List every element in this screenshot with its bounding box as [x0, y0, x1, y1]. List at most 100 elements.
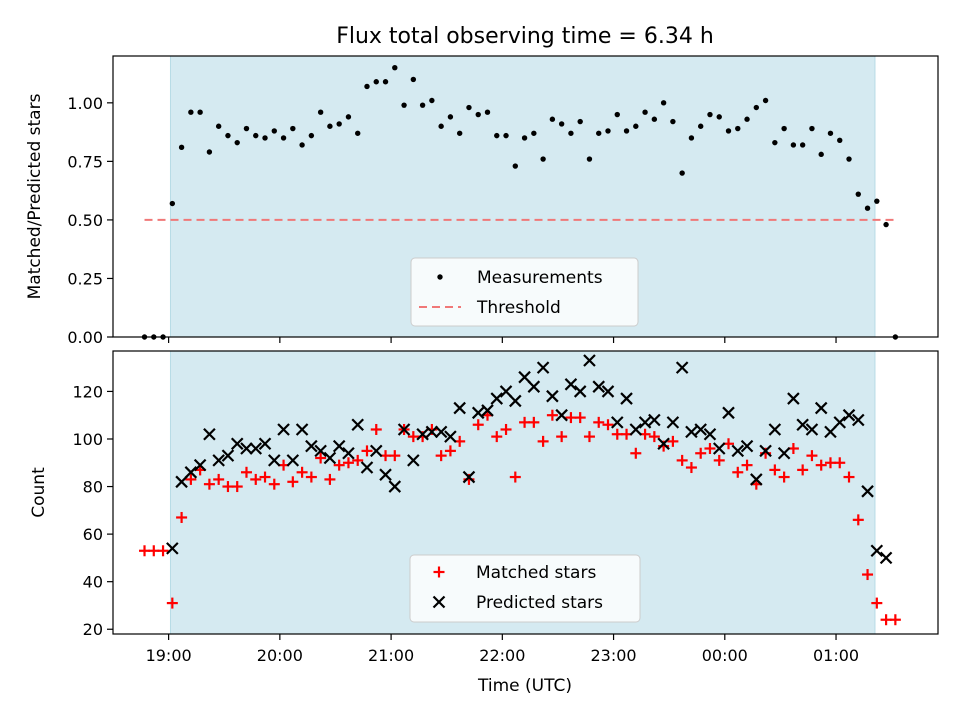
predicted-star-point-b [592, 380, 606, 393]
predicted-star-point-b [499, 385, 513, 398]
measurement-point [456, 130, 463, 136]
matched-star-point [574, 412, 586, 424]
measurement-point [586, 156, 593, 162]
matched-star-point [732, 466, 744, 478]
measurement-point [762, 97, 769, 104]
matched-star-point [843, 471, 855, 483]
matched-star-point [361, 445, 373, 457]
matched-star-point [806, 450, 818, 462]
predicted-star-point [360, 461, 374, 474]
measurement-point [818, 151, 824, 158]
matched-star-point [537, 435, 549, 447]
matched-star-point [565, 412, 577, 424]
matched-star-point [352, 454, 364, 466]
measurement-point [651, 116, 658, 122]
predicted-star-point-b [416, 427, 429, 441]
matched-star-point [185, 473, 197, 485]
measurement-point [271, 128, 277, 134]
y-tick-label: 0.00 [67, 328, 103, 347]
predicted-star-point [332, 439, 346, 453]
predicted-star-point-b [286, 454, 300, 467]
y-tick-label: 1.00 [67, 94, 103, 113]
y-tick-label: 0.50 [67, 211, 103, 230]
predicted-star-point [638, 416, 652, 429]
predicted-star-point [536, 361, 550, 374]
matched-star-point [491, 431, 503, 443]
predicted-star-point [750, 473, 763, 486]
predicted-star-point [518, 370, 531, 384]
matched-star-point [889, 614, 901, 626]
predicted-star-point-b [546, 389, 559, 403]
matched-star-point [824, 457, 836, 469]
predicted-star-point [694, 423, 707, 436]
predicted-star-point-b [249, 442, 263, 455]
measurement-point [215, 123, 222, 129]
x-tick-label: 19:00 [146, 646, 192, 665]
predicted-star-point-b [518, 370, 531, 384]
legend-predicted-label: Predicted stars [476, 593, 603, 613]
measurement-point [531, 130, 537, 136]
matched-star-point [648, 431, 660, 443]
measurement-point [753, 104, 760, 111]
matched-star-point [222, 481, 234, 493]
predicted-star-point-b [564, 378, 578, 391]
measurement-point [837, 137, 843, 143]
bottom-y-axis-label: Count [29, 467, 49, 518]
matched-star-point [315, 452, 327, 464]
measurement-point [494, 132, 500, 139]
measurement-point [253, 132, 259, 139]
predicted-star-point-b [768, 423, 782, 436]
predicted-star-point-b [638, 416, 652, 429]
matched-star-point [259, 471, 271, 483]
x-tick-label: 22:00 [479, 646, 525, 665]
matched-star-point [602, 419, 614, 431]
predicted-star-point-b [703, 427, 717, 441]
top-legend: Measurements Threshold [410, 257, 639, 327]
predicted-star-point [462, 470, 476, 484]
predicted-star-point-b [314, 444, 327, 458]
matched-star-point [676, 454, 688, 466]
matched-star-point [139, 545, 151, 557]
matched-star-point [444, 445, 456, 457]
measurement-point [596, 130, 602, 136]
measurement-point [401, 102, 407, 108]
predicted-star-point [759, 444, 772, 458]
predicted-star-point [230, 437, 244, 451]
legend-box [410, 257, 639, 327]
predicted-star-point-b [453, 401, 466, 415]
matched-star-point [880, 614, 892, 626]
predicted-star-point [221, 449, 235, 462]
predicted-star-point [583, 354, 596, 367]
predicted-star-point-b [258, 437, 272, 451]
matched-star-point [472, 419, 484, 431]
predicted-star-point [212, 454, 225, 467]
matched-star-point [333, 459, 345, 471]
predicted-star-point-b [184, 466, 198, 479]
matched-star-point [342, 457, 354, 469]
measurement-point [355, 130, 361, 136]
predicted-star-point [629, 423, 643, 436]
predicted-star-point-b [685, 425, 698, 439]
measurement-point [670, 118, 676, 125]
matched-star-point [370, 423, 382, 435]
matched-star-point [862, 569, 874, 581]
matched-star-point [583, 431, 595, 443]
matched-star-point [667, 435, 679, 447]
predicted-star-point [712, 442, 726, 455]
predicted-star-point-b [759, 444, 772, 458]
predicted-star-point [481, 404, 494, 417]
measurement-point [568, 130, 574, 136]
measurement-point [623, 128, 630, 134]
measurement-point [392, 65, 398, 71]
predicted-star-point [675, 361, 689, 374]
measurement-point [484, 109, 491, 115]
matched-star-point [528, 416, 540, 428]
matched-star-point [695, 447, 707, 459]
predicted-star-point [592, 380, 606, 393]
predicted-star-point-b [268, 454, 281, 467]
predicted-star-point [527, 380, 541, 393]
predicted-star-point [323, 451, 337, 465]
measurement-point [317, 109, 324, 115]
measurement-point [512, 163, 519, 169]
